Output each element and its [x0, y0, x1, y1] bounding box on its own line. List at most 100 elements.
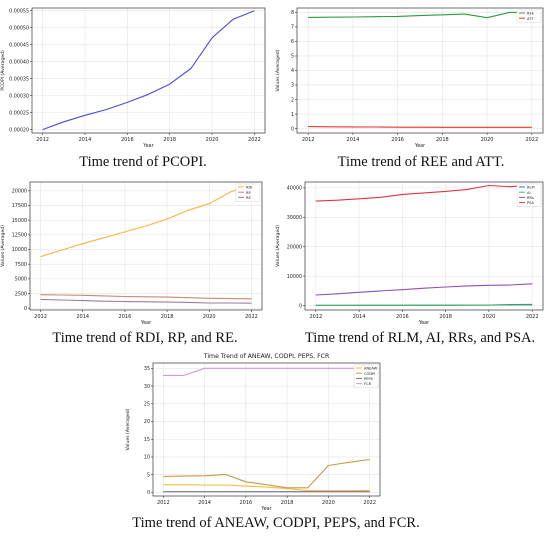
series-line-ree	[308, 11, 532, 19]
y-tick-label: 12500	[12, 233, 27, 239]
legend-entry-att: ATT	[527, 17, 534, 21]
y-tick-label: 15000	[12, 218, 27, 224]
x-axis-label: Year	[140, 320, 151, 326]
y-tick-label: 6	[291, 39, 294, 45]
caption-pcopi: Time trend of PCOPI.	[79, 154, 207, 170]
series-line-att	[308, 126, 532, 128]
legend-entry-rlm: RLM	[527, 186, 535, 190]
plot-frame	[304, 181, 544, 311]
y-tick-label: 7	[291, 25, 294, 31]
x-tick-label: 2018	[281, 500, 294, 506]
series-line-re	[40, 298, 252, 304]
x-tick-label: 2018	[163, 137, 176, 143]
y-axis-label: Values (Averaged)	[275, 225, 281, 267]
y-tick-label: 25	[144, 401, 150, 407]
series-line-codpi	[163, 458, 370, 489]
caption-aneaw-codpi-peps-fcr: Time trend of ANEAW, CODPI, PEPS, and FC…	[132, 515, 420, 531]
y-tick-label: 0.00040	[9, 59, 29, 65]
x-tick-label: 2018	[436, 137, 449, 143]
y-tick-label: 0.00035	[9, 76, 29, 82]
x-tick-label: 2022	[526, 314, 539, 320]
y-tick-label: 5000	[15, 277, 27, 283]
y-tick-label: 4	[291, 68, 294, 74]
x-tick-label: 2020	[483, 314, 496, 320]
chart-rdi-rp-re: 2012 2014 2016 2018 2020 2022 0 2500 5000 7500 100…	[0, 176, 275, 326]
x-tick-label: 2016	[119, 314, 132, 320]
x-tick-label: 2022	[248, 137, 261, 143]
y-axis-label: Values (Averaged)	[275, 49, 281, 91]
legend-entry-re: RE	[246, 196, 251, 200]
chart-aneaw-codpi-peps-fcr: 2012 2014 2016 2018 2020 2022 0 5 10 15 20 25 30 35 Ye…	[125, 349, 390, 512]
legend-entry-fcr: FCR	[364, 382, 372, 386]
chart-title: Time Trend of ANEAW, CODPI, PEPS, FCR	[203, 353, 330, 360]
y-axis-label: PCOPI (Averaged)	[0, 50, 6, 91]
y-tick-label: 0.00045	[9, 42, 29, 48]
x-axis-label: Year	[142, 143, 153, 149]
series-line-rrs	[315, 283, 533, 296]
y-tick-label: 5	[147, 472, 150, 478]
y-tick-label: 20000	[287, 244, 302, 250]
caption-ree-att: Time trend of REE and ATT.	[337, 154, 505, 170]
legend-entry-psa: PSA	[527, 201, 535, 205]
x-tick-label: 2016	[396, 314, 409, 320]
y-tick-label: 30	[144, 384, 150, 390]
y-tick-label: 20	[144, 419, 150, 425]
y-tick-label: 10000	[287, 274, 302, 280]
x-tick-label: 2012	[34, 314, 47, 320]
x-tick-label: 2012	[157, 500, 170, 506]
y-tick-label: 0.00025	[9, 110, 29, 116]
y-tick-label: 0.00020	[9, 127, 29, 133]
x-tick-label: 2014	[79, 137, 92, 143]
legend-box	[516, 183, 542, 207]
y-tick-label: 10	[144, 455, 150, 461]
x-tick-label: 2022	[525, 137, 538, 143]
x-axis-label: Year	[418, 320, 429, 326]
series-line-0	[42, 10, 255, 131]
x-tick-label: 2020	[322, 500, 335, 506]
x-tick-label: 2020	[206, 137, 219, 143]
legend-entry-rp: RP	[246, 191, 251, 195]
legend-entry-rrs: RRs	[527, 196, 534, 200]
y-tick-label: 35	[144, 366, 150, 372]
chart-rlm-ai-rrs-psa: 2012 2014 2016 2018 2020 2022 0 10000 20000 30000…	[275, 176, 550, 326]
legend-entry-peps: PEPS	[364, 377, 374, 381]
x-tick-label: 2012	[302, 137, 315, 143]
y-tick-label: 5	[291, 54, 294, 60]
legend-entry-aneaw: ANEAW	[364, 367, 378, 371]
x-tick-label: 2012	[36, 137, 49, 143]
x-tick-label: 2012	[309, 314, 322, 320]
y-tick-label: 8	[291, 10, 294, 16]
y-tick-label: 15	[144, 437, 150, 443]
y-tick-label: 0.00055	[9, 8, 29, 14]
x-tick-label: 2016	[121, 137, 134, 143]
y-tick-label: 0	[24, 306, 27, 312]
x-tick-label: 2022	[245, 314, 258, 320]
x-tick-label: 2014	[353, 314, 366, 320]
y-tick-label: 0	[299, 303, 302, 309]
x-axis-label: Year	[260, 506, 271, 512]
x-tick-label: 2014	[76, 314, 89, 320]
x-tick-label: 2016	[239, 500, 252, 506]
y-tick-label: 0.00050	[9, 25, 29, 31]
y-tick-label: 2500	[15, 291, 27, 297]
plot-frame	[152, 362, 381, 497]
legend-entry-rdi: RDI	[246, 186, 252, 190]
series-line-psa	[315, 184, 533, 202]
y-tick-label: 0	[147, 490, 150, 496]
chart-ree-att: 2012 2014 2016 2018 2020 2022 0 1 2 3 4 5 6 7 8 Year Val…	[275, 0, 550, 150]
x-tick-label: 2016	[391, 137, 404, 143]
plot-frame	[31, 7, 266, 134]
x-axis-label: Year	[414, 143, 425, 149]
x-tick-label: 2022	[363, 500, 376, 506]
y-axis-label: Values (Averaged)	[0, 225, 6, 267]
y-tick-label: 30000	[287, 215, 302, 221]
y-tick-label: 3	[291, 83, 294, 89]
legend-entry-codpi: CODPI	[364, 372, 375, 376]
x-tick-label: 2018	[439, 314, 452, 320]
y-tick-label: 10000	[12, 247, 27, 253]
legend-entry-ree: REE	[527, 12, 535, 16]
series-line-rp	[40, 294, 252, 300]
series-line-rdi	[40, 184, 252, 258]
legend-box	[353, 364, 379, 388]
plot-frame	[29, 181, 263, 311]
